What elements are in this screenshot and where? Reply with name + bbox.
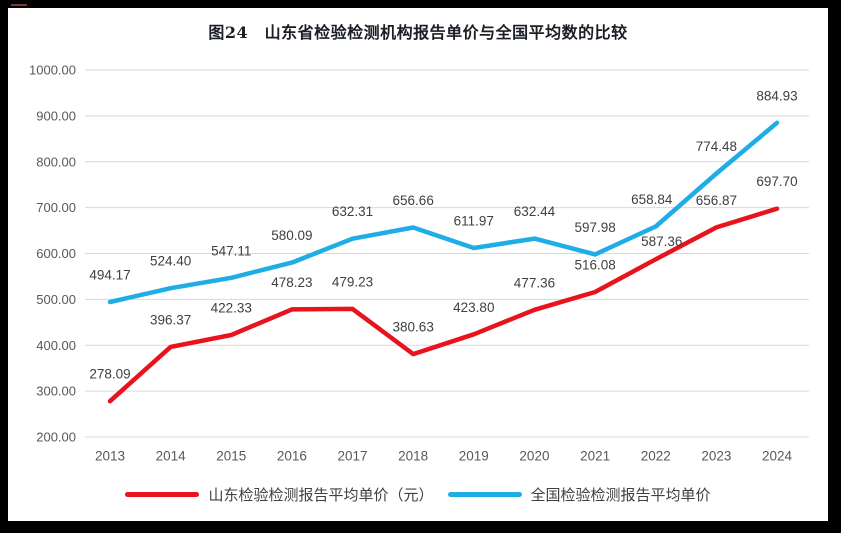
y-axis-tick-label: 400.00 [36,338,76,353]
point-data-label: 423.80 [453,300,494,315]
screenshot-artifact-red-dash [11,4,27,6]
point-data-label: 380.63 [393,320,434,335]
chart-legend: 山东检验检测报告平均单价（元） 全国检验检测报告平均单价 [8,480,828,508]
point-data-label: 611.97 [454,214,494,229]
legend-label-national: 全国检验检测报告平均单价 [530,486,711,504]
x-axis-tick-label: 2024 [762,449,793,464]
point-data-label: 278.09 [89,367,130,382]
x-axis-tick-label: 2017 [338,449,368,464]
y-axis-tick-label: 500.00 [36,292,76,307]
x-axis-tick-label: 2019 [459,449,489,464]
x-axis-tick-label: 2014 [156,449,187,464]
point-data-label: 632.31 [332,204,373,219]
x-axis-tick-label: 2016 [277,449,307,464]
point-data-label: 697.70 [756,174,797,189]
point-data-label: 597.98 [574,220,615,235]
point-data-label: 656.66 [393,193,434,208]
point-data-label: 422.33 [211,301,252,316]
point-data-label: 656.87 [696,193,737,208]
legend-item-national: 全国检验检测报告平均单价 [447,484,711,505]
y-axis-tick-label: 200.00 [36,430,76,445]
x-axis-tick-label: 2021 [580,449,610,464]
point-data-label: 477.36 [514,275,555,290]
series-line-national [107,120,780,305]
x-axis-tick-label: 2013 [95,449,125,464]
legend-label-shandong: 山东检验检测报告平均单价（元） [208,486,434,504]
point-data-label: 524.40 [150,254,191,269]
point-data-label: 396.37 [150,312,191,327]
point-data-label: 884.93 [756,88,797,103]
point-data-label: 580.09 [271,228,312,243]
y-axis-tick-label: 300.00 [36,384,76,399]
line-chart-plot-area: 200.00 300.00 400.00 500.00 600.00 700.00 800.… [29,63,809,464]
x-axis-tick-label: 2023 [701,449,731,464]
y-axis-tick-label: 600.00 [36,246,76,261]
legend-swatch-red-line [125,491,200,497]
chart-title: 图24 山东省检验检测机构报告单价与全国平均数的比较 [208,23,628,42]
point-data-label: 774.48 [696,139,737,154]
chart-canvas: 图24 山东省检验检测机构报告单价与全国平均数的比较 200.00 300.00 4… [8,4,828,521]
point-data-label: 494.17 [89,268,130,283]
x-axis-tick-label: 2020 [519,449,549,464]
point-data-label: 658.84 [631,192,673,207]
point-data-label: 587.36 [641,234,682,249]
y-axis-tick-label: 800.00 [36,154,76,169]
x-axis-tick-label: 2022 [641,449,671,464]
y-axis-tick-label: 900.00 [36,108,76,123]
x-axis-tick-label: 2018 [398,449,428,464]
point-data-label: 478.23 [271,275,312,290]
y-axis-tick-label: 1000.00 [29,63,76,78]
point-data-label: 479.23 [332,274,373,289]
x-axis-tick-label: 2015 [216,449,246,464]
y-axis-tick-label: 700.00 [36,200,76,215]
series-line-shandong [107,206,780,404]
point-data-label: 516.08 [574,257,615,272]
point-data-label: 547.11 [211,243,251,258]
legend-swatch-blue-line [447,491,522,497]
point-data-label: 632.44 [514,204,556,219]
legend-item-shandong: 山东检验检测报告平均单价（元） [125,484,434,505]
